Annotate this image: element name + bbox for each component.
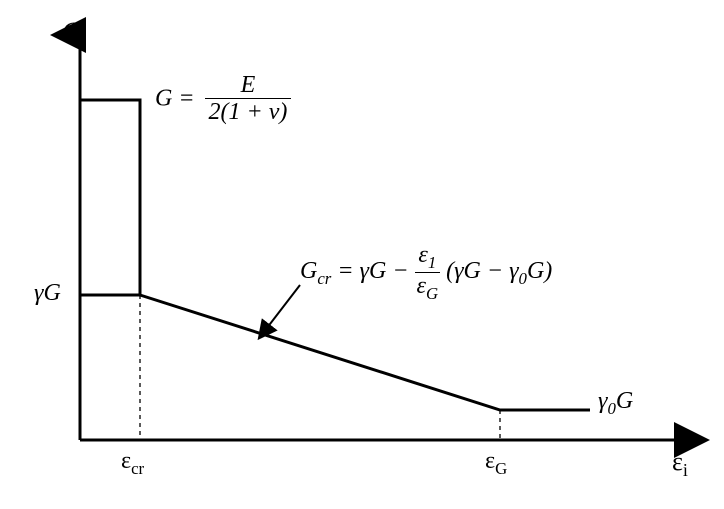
annotation-arrow: [260, 285, 300, 337]
gamma0G-label: γ0G: [598, 388, 633, 418]
guides: [140, 295, 500, 440]
equation-Gcr: Gcr = γG − ε1 εG (γG − γ0G): [300, 242, 552, 304]
eps-cr-label: εcr: [121, 448, 144, 478]
eps-G-label: εG: [485, 448, 507, 478]
gammaG-label: γG: [34, 280, 61, 306]
equation-G: G = E 2(1 + ν): [155, 72, 291, 126]
x-axis-label: εi: [672, 448, 688, 480]
y-axis-label: G: [62, 18, 81, 47]
